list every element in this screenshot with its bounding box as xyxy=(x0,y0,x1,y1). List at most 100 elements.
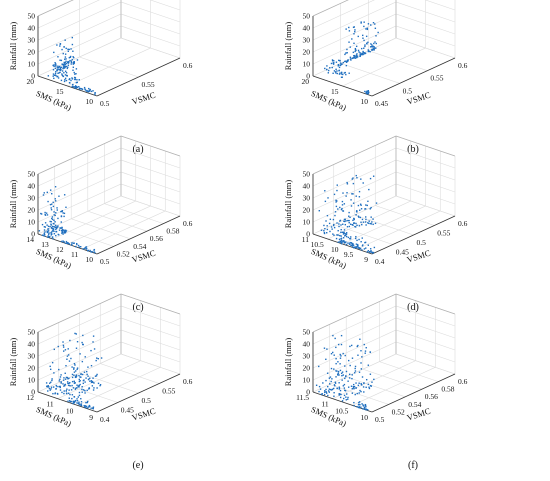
data-point xyxy=(337,343,340,346)
data-point xyxy=(336,184,338,186)
data-point xyxy=(355,243,358,245)
data-point xyxy=(51,230,54,232)
data-point xyxy=(364,44,366,46)
data-point xyxy=(65,79,68,82)
data-point xyxy=(331,66,333,69)
data-point xyxy=(338,59,340,62)
data-point xyxy=(90,381,93,383)
data-point xyxy=(369,373,372,375)
data-point xyxy=(86,407,89,409)
data-point xyxy=(75,374,78,376)
data-point xyxy=(346,60,349,62)
data-point xyxy=(355,235,357,238)
data-point xyxy=(88,404,91,407)
gridline-sms xyxy=(332,300,416,399)
sms-tick-label: 12 xyxy=(56,245,64,254)
data-point xyxy=(43,226,46,228)
gridline-vsmc xyxy=(362,309,422,390)
data-point xyxy=(354,225,356,228)
data-point xyxy=(364,350,367,352)
data-point xyxy=(364,408,367,410)
vsmc-tick-label: 0.5 xyxy=(403,86,413,95)
data-point xyxy=(54,200,57,202)
data-point xyxy=(330,380,332,383)
data-point xyxy=(355,54,358,56)
data-point xyxy=(93,348,96,350)
data-point xyxy=(85,377,87,379)
data-point xyxy=(63,392,65,395)
rainfall-axis-label: Rainfall (mm) xyxy=(283,180,293,229)
data-point xyxy=(71,242,73,244)
data-point xyxy=(356,243,359,246)
gridline-z xyxy=(37,147,181,187)
vsmc-tick-label: 0.58 xyxy=(441,385,454,394)
data-point xyxy=(360,406,362,408)
data-point xyxy=(76,386,78,389)
data-point xyxy=(85,370,88,373)
data-point xyxy=(352,242,354,245)
data-point xyxy=(43,233,46,236)
data-point xyxy=(65,240,68,243)
data-point xyxy=(343,203,346,205)
data-point xyxy=(347,380,349,382)
data-point xyxy=(336,234,338,236)
data-point xyxy=(85,405,88,408)
data-point xyxy=(74,332,76,335)
data-point xyxy=(339,363,341,365)
data-point xyxy=(364,208,367,210)
data-point xyxy=(362,53,364,56)
data-point xyxy=(61,70,64,72)
data-point xyxy=(360,390,362,393)
data-point xyxy=(343,231,345,233)
data-point xyxy=(90,364,93,367)
data-point xyxy=(63,63,65,65)
data-point xyxy=(335,199,337,202)
z-tick-label: 40 xyxy=(303,182,311,191)
data-point xyxy=(69,55,72,58)
data-point xyxy=(85,246,88,248)
data-point xyxy=(365,247,367,249)
data-point xyxy=(337,370,340,373)
data-point xyxy=(336,373,339,375)
data-point xyxy=(76,243,78,246)
data-point xyxy=(96,373,98,376)
data-point xyxy=(367,92,369,94)
data-point xyxy=(74,87,77,89)
data-point xyxy=(339,353,341,356)
data-point xyxy=(339,369,342,372)
data-point xyxy=(64,372,66,374)
data-point xyxy=(95,359,97,362)
data-point xyxy=(366,251,369,253)
data-point xyxy=(52,227,54,230)
data-point xyxy=(333,60,335,62)
panel-label: (d) xyxy=(407,302,419,313)
data-point xyxy=(345,233,348,235)
sms-tick-label: 11 xyxy=(321,400,328,409)
data-point xyxy=(55,74,57,77)
gridline-sms xyxy=(357,151,441,250)
data-point xyxy=(64,53,67,55)
rainfall-axis-label: Rainfall (mm) xyxy=(8,338,18,387)
data-point xyxy=(76,340,79,343)
data-point xyxy=(42,234,44,236)
data-point xyxy=(343,72,346,74)
data-point xyxy=(44,213,46,216)
data-point xyxy=(367,383,370,386)
data-point xyxy=(53,372,55,374)
data-point xyxy=(69,339,71,342)
sms-axis-label: SMS (kPa) xyxy=(310,246,349,270)
data-point xyxy=(71,85,73,88)
data-point xyxy=(324,390,326,392)
data-point xyxy=(66,381,69,383)
data-point xyxy=(67,392,70,394)
data-point xyxy=(50,388,52,390)
z-tick-label: 20 xyxy=(303,364,311,373)
z-tick-label: 30 xyxy=(303,36,311,45)
data-point xyxy=(73,396,75,398)
data-point xyxy=(352,51,355,54)
data-point xyxy=(374,27,377,30)
data-point xyxy=(358,392,360,394)
data-point xyxy=(365,92,368,94)
data-point xyxy=(340,241,342,244)
data-point xyxy=(325,220,327,222)
